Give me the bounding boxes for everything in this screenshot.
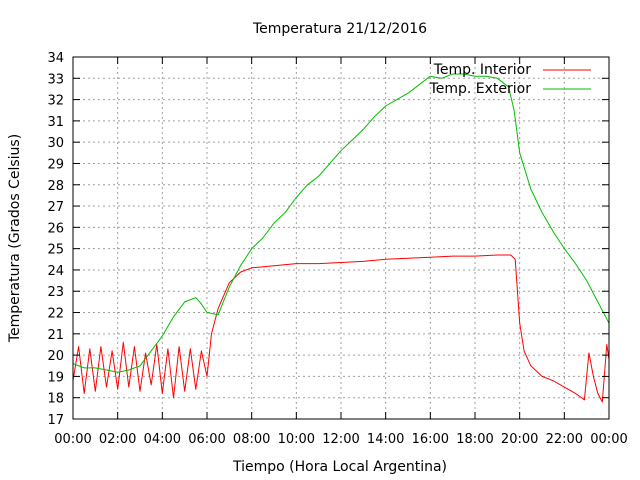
legend-label-exterior: Temp. Exterior (429, 81, 532, 97)
y-tick-label: 22 (47, 307, 64, 322)
legend-label-interior: Temp. Interior (433, 62, 532, 78)
y-tick-label: 34 (47, 51, 64, 66)
chart-title: Temperatura 21/12/2016 (252, 21, 427, 37)
x-tick-label: 18:00 (456, 432, 493, 447)
y-tick-label: 20 (47, 349, 64, 364)
y-tick-label: 30 (47, 136, 64, 151)
y-tick-label: 18 (47, 392, 64, 407)
y-tick-label: 17 (47, 413, 64, 428)
legend: Temp. Interior Temp. Exterior (429, 62, 591, 97)
grid-lines (72, 56, 610, 420)
x-tick-label: 20:00 (501, 432, 538, 447)
x-axis-label: Tiempo (Hora Local Argentina) (232, 459, 447, 475)
y-tick-label: 23 (47, 285, 64, 300)
x-tick-label: 16:00 (412, 432, 449, 447)
y-tick-label: 28 (47, 179, 64, 194)
y-tick-label: 26 (47, 221, 64, 236)
y-tick-label: 31 (47, 115, 64, 130)
y-tick-label: 25 (47, 243, 64, 258)
y-axis-label: Temperatura (Grados Celsius) (7, 134, 23, 343)
x-tick-label: 08:00 (233, 432, 270, 447)
x-tick-label: 22:00 (546, 432, 583, 447)
x-tick-label: 00:00 (54, 432, 91, 447)
x-tick-label: 00:00 (590, 432, 627, 447)
y-tick-label: 19 (47, 370, 64, 385)
axis-ticks: 17 18 19 20 21 22 23 24 25 26 27 28 29 30 31 32 33 34 00:0… (47, 51, 627, 447)
y-tick-label: 21 (47, 328, 64, 343)
x-tick-label: 10:00 (278, 432, 315, 447)
series-line-interior (72, 254, 610, 403)
series-layer (72, 73, 610, 403)
x-tick-label: 14:00 (367, 432, 404, 447)
y-tick-label: 32 (47, 94, 64, 109)
x-tick-label: 04:00 (144, 432, 181, 447)
y-tick-label: 27 (47, 200, 64, 215)
x-tick-label: 06:00 (188, 432, 225, 447)
series-line-exterior (72, 73, 610, 373)
x-tick-label: 12:00 (322, 432, 359, 447)
y-tick-label: 33 (47, 72, 64, 87)
x-tick-label: 02:00 (99, 432, 136, 447)
y-tick-label: 24 (47, 264, 64, 279)
y-tick-label: 29 (47, 157, 64, 172)
